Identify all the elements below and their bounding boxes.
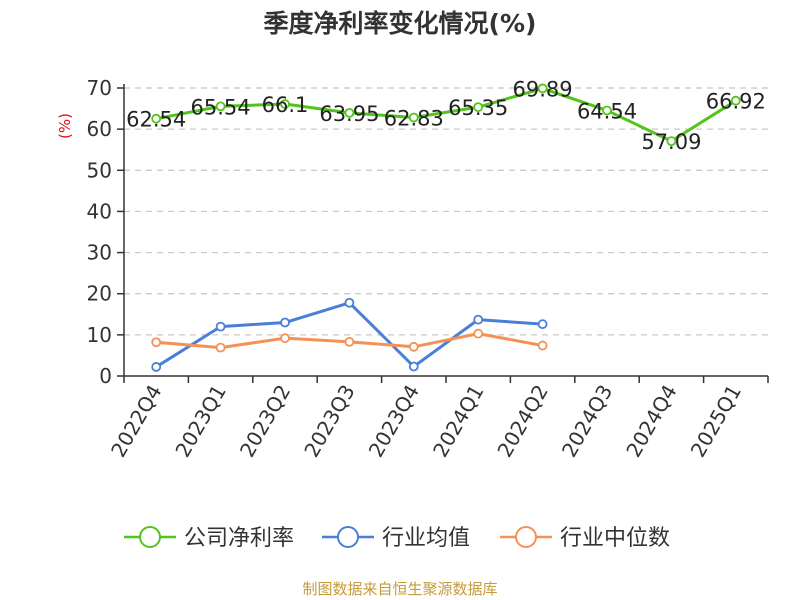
data-point <box>344 107 355 118</box>
y-tick-label: 20 <box>87 282 112 306</box>
x-tick-label: 2023Q1 <box>170 381 230 462</box>
x-tick-label: 2024Q2 <box>492 381 552 462</box>
legend: 公司净利率 行业均值 行业中位数 <box>124 526 670 551</box>
data-point <box>537 83 548 94</box>
data-label: 65.35 <box>448 96 508 120</box>
legend-marker <box>139 526 161 548</box>
data-point <box>215 342 226 353</box>
data-point <box>473 328 484 339</box>
x-tick-label: 2024Q1 <box>428 381 488 462</box>
data-point <box>730 95 741 106</box>
data-point <box>408 341 419 352</box>
data-point <box>280 333 290 344</box>
y-tick-label: 30 <box>87 241 112 265</box>
data-label: 57.09 <box>641 130 701 154</box>
y-axis-label: (%) <box>56 113 74 139</box>
data-point <box>151 362 162 372</box>
y-tick-label: 60 <box>87 117 112 141</box>
data-label: 69.89 <box>513 77 573 101</box>
y-tick-label: 40 <box>87 199 112 223</box>
y-tick-label: 50 <box>87 158 112 182</box>
data-label: 62.54 <box>126 108 186 132</box>
data-point <box>280 99 290 109</box>
data-point <box>151 113 162 124</box>
data-point <box>408 112 419 123</box>
legend-label: 行业中位数 <box>560 526 670 551</box>
x-tick-label: 2024Q4 <box>621 381 681 462</box>
data-label: 65.54 <box>191 95 251 119</box>
x-tick-label: 2024Q3 <box>557 381 617 462</box>
data-point <box>666 136 677 147</box>
y-tick-label: 10 <box>87 323 112 347</box>
legend-label: 公司净利率 <box>184 526 294 551</box>
data-point <box>280 317 290 328</box>
series-lines <box>151 83 741 372</box>
grid-lines <box>124 87 768 336</box>
x-tick-label: 2022Q4 <box>106 381 166 462</box>
source-note: 制图数据来自恒生聚源数据库 <box>302 580 497 598</box>
data-point <box>537 319 548 330</box>
data-point <box>215 101 226 112</box>
series-line <box>155 86 737 143</box>
data-point <box>408 361 419 372</box>
legend-marker <box>515 526 537 548</box>
legend-label: 行业均值 <box>382 526 470 551</box>
y-tick-label: 0 <box>99 364 112 388</box>
data-point <box>537 340 548 351</box>
chart-title: 季度净利率变化情况(%) <box>264 9 537 38</box>
data-point <box>602 105 612 116</box>
x-tick-label: 2025Q1 <box>686 381 746 462</box>
x-tick-label: 2023Q2 <box>235 381 295 462</box>
data-point <box>473 102 484 113</box>
data-label: 64.54 <box>577 99 637 123</box>
x-tick-label: 2023Q4 <box>364 381 424 462</box>
data-label: 63.95 <box>319 102 379 126</box>
data-point <box>344 336 355 347</box>
data-label: 62.83 <box>384 106 444 130</box>
data-point <box>151 337 162 348</box>
data-label: 66.92 <box>706 90 766 114</box>
data-point <box>344 297 355 308</box>
y-tick-label: 70 <box>87 76 112 100</box>
x-tick-label: 2023Q3 <box>299 381 359 462</box>
data-label: 66.1 <box>262 93 309 117</box>
legend-marker <box>337 526 359 548</box>
data-point <box>215 321 226 332</box>
data-point <box>473 314 484 325</box>
